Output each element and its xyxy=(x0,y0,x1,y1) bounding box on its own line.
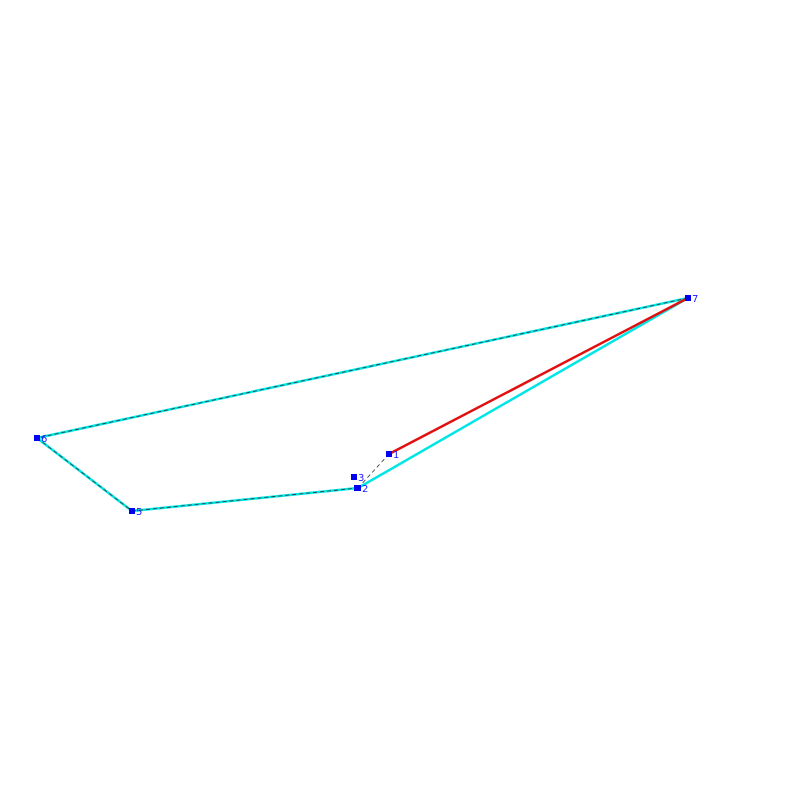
dashed-edge xyxy=(357,453,390,489)
dashed-edge xyxy=(36,437,133,512)
node xyxy=(34,435,40,441)
node xyxy=(354,485,361,491)
node-label: 6 xyxy=(41,434,47,445)
node xyxy=(351,474,357,480)
node xyxy=(129,508,135,514)
node xyxy=(386,451,392,457)
node-label: 1 xyxy=(393,450,399,461)
node-label: 2 xyxy=(362,484,368,495)
edge xyxy=(357,296,689,490)
node xyxy=(685,295,691,301)
dashed-edge xyxy=(131,487,359,512)
node-label: 7 xyxy=(692,294,698,305)
dashed-edge xyxy=(36,297,689,439)
nodes: 1 2 3 5 6 7 xyxy=(34,294,698,518)
node-label: 3 xyxy=(358,473,364,484)
node-label: 5 xyxy=(136,507,142,518)
highlight-edge xyxy=(388,296,689,456)
polygon-edges xyxy=(36,296,689,513)
